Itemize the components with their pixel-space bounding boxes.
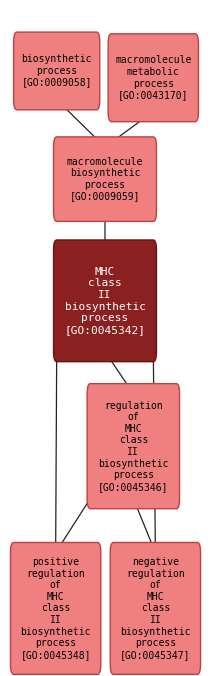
FancyBboxPatch shape bbox=[54, 240, 156, 362]
FancyBboxPatch shape bbox=[10, 542, 101, 675]
Text: macromolecule
metabolic
process
[GO:0043170]: macromolecule metabolic process [GO:0043… bbox=[115, 55, 192, 100]
Text: negative
regulation
of
MHC
class
II
biosynthetic
process
[GO:0045347]: negative regulation of MHC class II bios… bbox=[120, 557, 191, 660]
FancyBboxPatch shape bbox=[108, 34, 198, 122]
Text: biosynthetic
process
[GO:0009058]: biosynthetic process [GO:0009058] bbox=[21, 54, 92, 88]
Text: positive
regulation
of
MHC
class
II
biosynthetic
process
[GO:0045348]: positive regulation of MHC class II bios… bbox=[20, 557, 91, 660]
FancyBboxPatch shape bbox=[87, 384, 180, 508]
Text: MHC
class
II
biosynthetic
process
[GO:0045342]: MHC class II biosynthetic process [GO:00… bbox=[64, 267, 146, 335]
FancyBboxPatch shape bbox=[14, 32, 100, 110]
Text: macromolecule
biosynthetic
process
[GO:0009059]: macromolecule biosynthetic process [GO:0… bbox=[67, 157, 143, 201]
FancyBboxPatch shape bbox=[110, 542, 201, 675]
FancyBboxPatch shape bbox=[54, 137, 156, 222]
Text: regulation
of
MHC
class
II
biosynthetic
process
[GO:0045346]: regulation of MHC class II biosynthetic … bbox=[98, 401, 169, 491]
